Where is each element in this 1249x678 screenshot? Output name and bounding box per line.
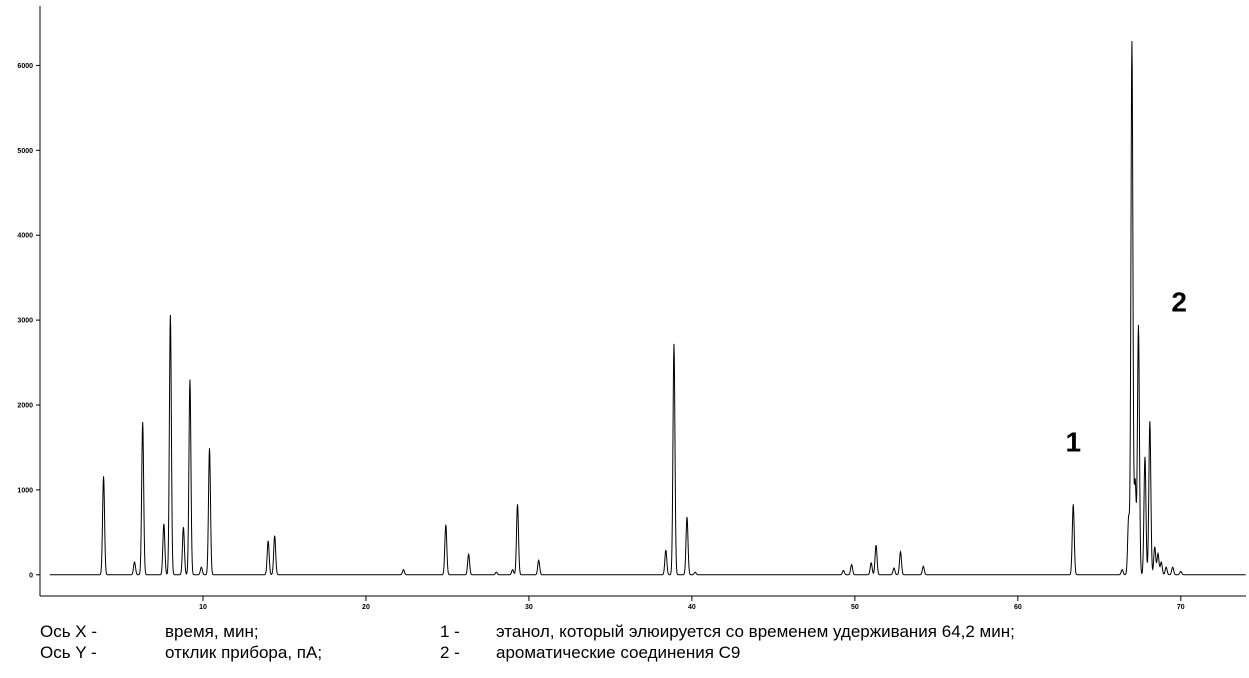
caption-peak-1-number: 1 - <box>440 622 460 641</box>
caption-peak-2-number: 2 - <box>440 643 460 662</box>
y-tick-label: 5000 <box>17 148 33 155</box>
x-tick-label: 60 <box>1014 604 1022 610</box>
y-tick-label: 4000 <box>17 233 33 240</box>
y-tick-label: 0 <box>29 572 33 579</box>
x-tick-label: 10 <box>199 604 207 610</box>
caption-x-axis-desc: время, мин; <box>165 622 259 641</box>
caption-y-axis-desc: отклик прибора, пА; <box>165 643 323 662</box>
chart-axes <box>39 6 1246 597</box>
x-axis-ticks: 10 20 30 40 50 60 70 <box>199 596 1185 610</box>
caption-y-axis-label: Ось Y - <box>40 643 97 662</box>
peak-annotations: 12 <box>1065 287 1187 458</box>
peak-annotation-1: 1 <box>1065 427 1081 458</box>
y-tick-label: 1000 <box>17 487 33 494</box>
caption-x-axis-label: Ось X - <box>40 622 98 641</box>
x-tick-label: 40 <box>688 604 696 610</box>
caption-peak-2-desc: ароматические соединения С9 <box>496 643 741 662</box>
chromatogram-chart: 0 1000 2000 3000 4000 5000 6000 10 20 30 40 50 60 70… <box>17 6 1246 610</box>
y-tick-label: 3000 <box>17 318 33 325</box>
y-tick-label: 6000 <box>17 63 33 70</box>
peak-annotation-2: 2 <box>1171 287 1187 318</box>
x-tick-label: 20 <box>362 604 370 610</box>
y-tick-label: 2000 <box>17 402 33 409</box>
caption-peak-1-desc: этанол, который элюируется со временем у… <box>496 622 1015 641</box>
x-tick-label: 70 <box>1177 604 1185 610</box>
y-axis-ticks: 0 1000 2000 3000 4000 5000 6000 <box>17 63 40 579</box>
x-tick-label: 30 <box>525 604 533 610</box>
x-tick-label: 50 <box>851 604 859 610</box>
chromatogram-trace <box>49 41 1246 576</box>
